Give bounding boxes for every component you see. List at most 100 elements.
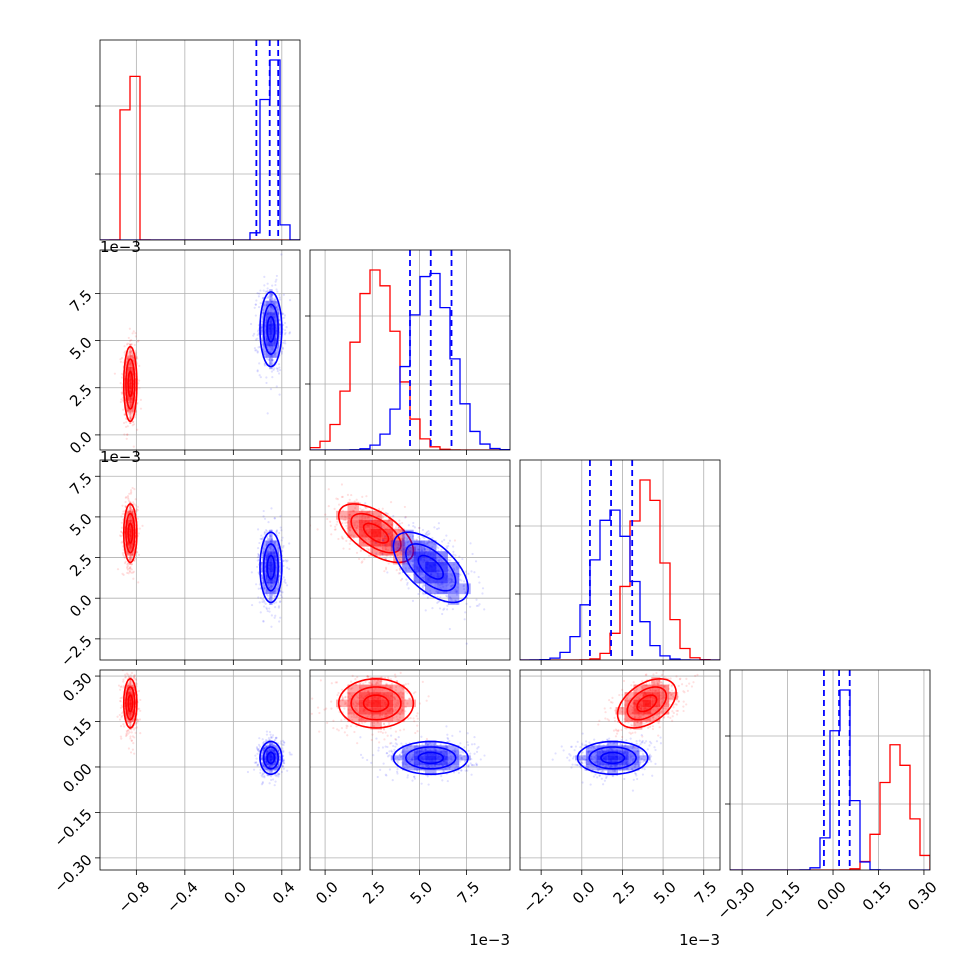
- density-cell: [269, 289, 273, 301]
- density-cell: [265, 760, 270, 766]
- scatter-point: [408, 697, 411, 701]
- scatter-point: [139, 709, 142, 712]
- scatter-point: [264, 528, 268, 532]
- scatter-point: [275, 385, 278, 388]
- scatter-point: [279, 740, 282, 743]
- scatter-point: [353, 730, 356, 734]
- scatter-point: [418, 590, 422, 593]
- scatter-point: [261, 781, 264, 784]
- scatter-point: [413, 538, 416, 541]
- panel-frame: [519, 459, 721, 661]
- scatter-point: [265, 543, 268, 546]
- scatter-point: [282, 749, 285, 752]
- scatter-point: [264, 356, 268, 359]
- scatter-point: [458, 555, 461, 558]
- scatter-point: [403, 542, 406, 545]
- scatter-point: [353, 716, 356, 719]
- scatter-panel-3-1: [309, 665, 511, 875]
- scatter-point: [353, 707, 357, 710]
- scatter-point: [398, 568, 402, 571]
- scatter-point: [403, 505, 406, 509]
- scatter-point: [282, 564, 285, 568]
- density-cell: [129, 677, 132, 685]
- scatter-point: [367, 548, 370, 552]
- scatter-point: [455, 602, 459, 605]
- scatter-point: [411, 548, 414, 551]
- scatter-point: [131, 411, 134, 414]
- scatter-point: [340, 719, 343, 722]
- scatter-point: [407, 587, 410, 590]
- scatter-point: [254, 303, 258, 306]
- scatter-point: [411, 599, 415, 602]
- scatter-point: [131, 554, 134, 557]
- scatter-point: [277, 372, 281, 375]
- density-cell: [447, 572, 460, 584]
- scatter-point: [135, 678, 138, 682]
- scatter-point: [269, 535, 272, 538]
- scatter-point: [282, 559, 285, 563]
- scatter-point: [141, 524, 144, 527]
- scatter-point: [134, 504, 137, 507]
- scatter-point: [134, 731, 137, 734]
- scatter-point: [483, 608, 486, 611]
- scatter-point: [396, 546, 399, 550]
- scatter-point: [261, 537, 264, 540]
- scatter-point: [276, 773, 279, 777]
- scatter-point: [355, 498, 358, 501]
- scatter-point: [269, 388, 273, 391]
- scatter-point: [380, 665, 382, 667]
- scatter-point: [128, 569, 131, 572]
- scatter-point: [464, 570, 467, 573]
- scatter-point: [423, 769, 426, 773]
- scatter-point: [389, 523, 393, 526]
- scatter-point: [386, 512, 390, 516]
- scatter-point: [126, 409, 129, 412]
- scatter-point: [120, 391, 123, 394]
- scatter-point: [305, 493, 307, 495]
- scatter-point: [131, 486, 134, 490]
- scatter-point: [262, 747, 265, 750]
- scatter-point: [262, 599, 266, 602]
- scatter-point: [336, 498, 339, 501]
- scatter-point: [275, 288, 278, 291]
- scatter-point: [139, 698, 142, 702]
- scatter-point: [415, 714, 418, 718]
- scatter-point: [284, 342, 287, 345]
- scatter-point: [128, 662, 130, 664]
- scatter-point: [426, 541, 429, 544]
- scatter-point: [340, 483, 344, 486]
- scatter-point: [266, 609, 269, 613]
- scatter-point: [279, 759, 282, 762]
- scatter-point: [134, 722, 138, 725]
- density-cell: [275, 745, 280, 751]
- scatter-point: [281, 765, 284, 768]
- scatter-point: [383, 676, 387, 680]
- density-cell: [269, 572, 273, 584]
- scatter-point: [130, 680, 133, 683]
- scatter-point: [399, 579, 403, 582]
- scatter-point: [139, 398, 142, 401]
- scatter-point: [426, 596, 429, 599]
- scatter-point: [121, 504, 124, 507]
- scatter-point: [124, 734, 128, 738]
- scatter-point: [448, 596, 451, 599]
- scatter-point: [129, 674, 132, 677]
- scatter-point: [255, 583, 258, 586]
- scatter-point: [411, 535, 415, 538]
- scatter-point: [278, 324, 281, 327]
- scatter-point: [431, 541, 434, 544]
- scatter-point: [255, 757, 258, 760]
- scatter-point: [271, 734, 275, 737]
- scatter-point: [261, 600, 264, 603]
- scatter-point: [355, 551, 359, 554]
- scatter-point: [129, 567, 132, 570]
- scatter-point: [277, 605, 281, 608]
- scatter-point: [128, 562, 131, 565]
- scatter-point: [130, 568, 133, 571]
- scatter-point: [438, 607, 442, 610]
- scatter-point: [259, 611, 262, 614]
- scatter-point: [324, 513, 327, 516]
- scatter-point: [275, 530, 278, 533]
- scatter-point: [281, 549, 284, 553]
- scatter-point: [426, 543, 429, 546]
